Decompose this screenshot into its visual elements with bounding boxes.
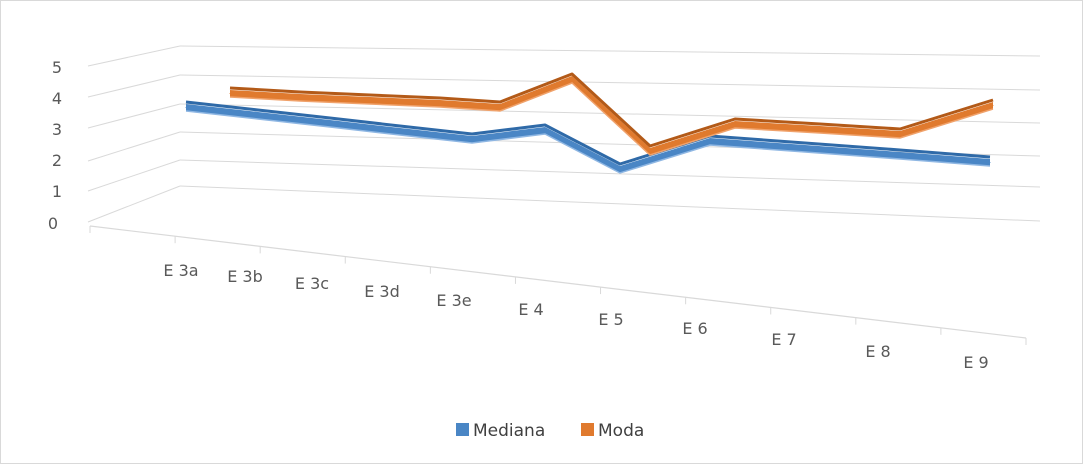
data-point bbox=[185, 107, 187, 108]
x-tick-label: E 6 bbox=[682, 319, 707, 338]
grid-line bbox=[179, 159, 1041, 188]
grid-line-side bbox=[87, 159, 181, 192]
series-ribbon-underside bbox=[185, 110, 991, 174]
series-moda bbox=[229, 72, 994, 156]
y-tick-label: 4 bbox=[52, 89, 62, 108]
data-point bbox=[544, 130, 546, 131]
grid-line bbox=[179, 45, 1041, 57]
grid-line-side bbox=[87, 185, 181, 223]
x-tick-label: E 3e bbox=[436, 291, 471, 310]
x-tick-label: E 4 bbox=[518, 300, 543, 319]
grid-line-right bbox=[1028, 221, 1032, 278]
series-mediana bbox=[185, 100, 991, 174]
series-ribbon-edge bbox=[185, 100, 991, 166]
grid-line bbox=[179, 74, 1041, 91]
data-point bbox=[709, 141, 711, 142]
data-point bbox=[804, 148, 806, 149]
data-point bbox=[229, 93, 231, 94]
grid-line bbox=[179, 131, 1041, 157]
category-axis-line bbox=[89, 225, 1027, 339]
data-point bbox=[899, 134, 901, 135]
series-ribbon bbox=[230, 76, 993, 155]
y-tick-label: 2 bbox=[52, 151, 62, 170]
x-tick-label: E 3c bbox=[295, 274, 329, 293]
data-point bbox=[989, 162, 991, 163]
grid-line-side bbox=[87, 74, 181, 98]
series-ribbon-edge bbox=[229, 72, 994, 148]
category-axis-labels: E 3a E 3b E 3c E 3d E 3e E 4 E 5 E 6 E 7 E 8 E 9 bbox=[163, 261, 988, 372]
y-tick-label: 5 bbox=[52, 58, 62, 77]
x-tick-label: E 8 bbox=[865, 342, 890, 361]
grid-line-right bbox=[1028, 187, 1032, 240]
legend-swatch bbox=[456, 423, 469, 436]
legend-swatch bbox=[581, 423, 594, 436]
value-axis-labels: 0 1 2 3 4 5 bbox=[48, 58, 62, 233]
data-point bbox=[649, 151, 651, 152]
data-point bbox=[992, 105, 994, 106]
data-point bbox=[329, 123, 331, 124]
x-tick-label: E 3d bbox=[364, 282, 400, 301]
x-tick-label: E 3a bbox=[163, 261, 198, 280]
x-tick-label: E 9 bbox=[963, 353, 988, 372]
data-point bbox=[734, 124, 736, 125]
y-tick-label: 1 bbox=[52, 182, 62, 201]
grid-line-right bbox=[1028, 90, 1032, 133]
legend: Mediana Moda bbox=[456, 421, 644, 441]
grid-line-side bbox=[87, 45, 181, 67]
data-point bbox=[471, 139, 473, 140]
x-tick-label: E 5 bbox=[598, 310, 623, 329]
category-axis bbox=[89, 225, 1027, 345]
data-point bbox=[619, 169, 621, 170]
grid-line-right bbox=[1028, 56, 1032, 97]
data-point bbox=[571, 79, 573, 80]
data-point bbox=[819, 129, 821, 130]
data-point bbox=[899, 155, 901, 156]
x-tick-label: E 3b bbox=[227, 267, 263, 286]
legend-label: Moda bbox=[598, 421, 644, 441]
y-tick-label: 3 bbox=[52, 120, 62, 139]
grid-line-right bbox=[1028, 156, 1032, 205]
data-point bbox=[399, 131, 401, 132]
data-point bbox=[499, 107, 501, 108]
data-point bbox=[369, 100, 371, 101]
series-ribbon-underside bbox=[229, 82, 994, 156]
grid-line bbox=[179, 185, 1041, 222]
grid-line-side bbox=[87, 103, 181, 129]
x-tick-label: E 7 bbox=[771, 330, 796, 349]
y-tick-label: 0 bbox=[48, 214, 58, 233]
legend-label: Mediana bbox=[473, 421, 545, 441]
grid-line-right bbox=[1028, 123, 1032, 169]
grid-line-side bbox=[87, 131, 181, 162]
data-point bbox=[439, 103, 441, 104]
series-lines bbox=[185, 72, 994, 174]
data-point bbox=[299, 97, 301, 98]
data-point bbox=[257, 115, 259, 116]
